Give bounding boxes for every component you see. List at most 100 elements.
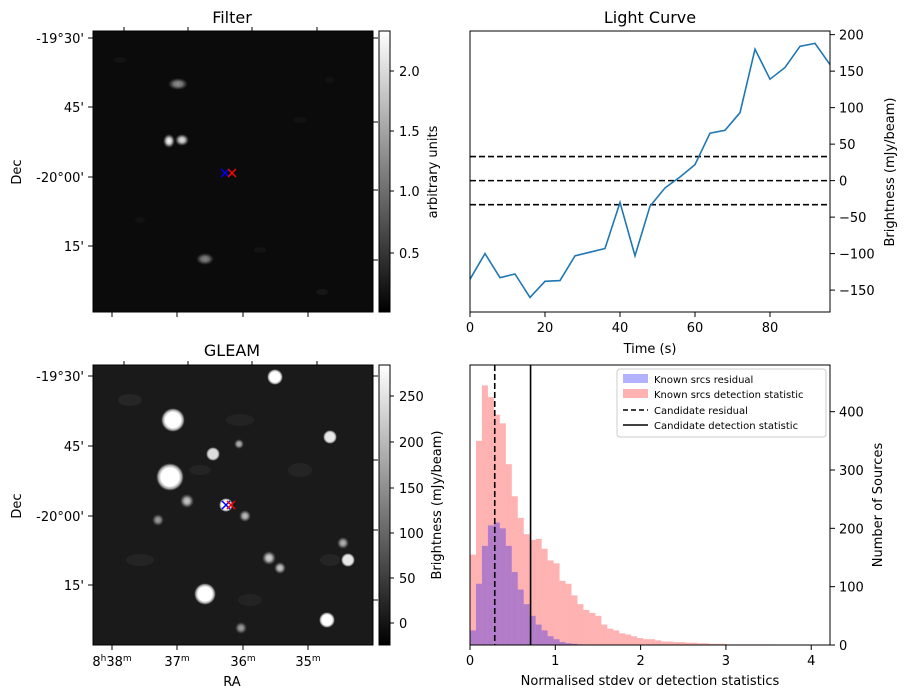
gleam-source (239, 510, 251, 522)
lightcurve-line (469, 42, 831, 299)
detection-bar (511, 496, 518, 645)
gleam-xlabel: RA (223, 675, 241, 690)
gleam-ylabel: Dec (10, 493, 25, 518)
histogram-panel: 0 1 2 3 4 0 100 200 300 400 Normalised stdev or … (466, 364, 886, 689)
x-tick-label: 4 (807, 654, 815, 669)
residual-bar (547, 636, 554, 645)
residual-bar (559, 642, 566, 645)
gleam-dec-ticks (88, 375, 378, 601)
detection-bar (708, 643, 715, 645)
detection-bar (720, 643, 727, 645)
gleam-source (152, 514, 164, 526)
filter-source (175, 134, 189, 146)
detection-bar (470, 554, 476, 645)
detection-bar (589, 612, 596, 645)
y-tick-label: −150 (839, 284, 875, 299)
residual-bar (475, 583, 482, 645)
x-tick-label: 1 (551, 654, 559, 669)
gleam-colorbar-tick-label: 0 (399, 617, 407, 632)
gleam-ra-tick-label: 8h​38m​ (92, 654, 131, 670)
detection-bar (499, 423, 506, 645)
detection-bar (571, 595, 578, 645)
detection-bar (487, 397, 494, 645)
gleam-source (194, 583, 216, 605)
detection-bar (655, 640, 662, 645)
filter-dec-tick-label: -20°00' (36, 171, 84, 186)
y-tick-label: −100 (839, 248, 875, 263)
legend-swatch-residual (623, 374, 648, 383)
detection-bar (679, 642, 685, 645)
residual-bar (505, 545, 512, 645)
filter-noise (114, 57, 335, 295)
lightcurve-title: Light Curve (604, 8, 696, 27)
gleam-source (156, 463, 184, 491)
candidate-cross-red (227, 168, 237, 178)
detection-bar (553, 563, 560, 645)
y-tick-label: 150 (839, 65, 864, 80)
filter-ra-ticks (111, 27, 318, 317)
gleam-diffuse (118, 394, 340, 606)
detection-bar (559, 580, 566, 645)
gleam-source (234, 439, 244, 449)
gleam-colorbar-tick-label: 100 (399, 527, 424, 542)
histogram-bars (470, 385, 775, 645)
gleam-source (274, 562, 286, 574)
gleam-colorbar-tick-label: 150 (399, 482, 424, 497)
gleam-source (319, 612, 335, 628)
gleam-source (180, 494, 194, 508)
filter-colorbar (378, 30, 391, 313)
histogram-xlabel: Normalised stdev or detection statistics (521, 674, 780, 689)
filter-dec-ticks (88, 37, 378, 261)
gleam-source (206, 447, 220, 461)
filter-dec-tick-label: 15' (64, 240, 84, 255)
detection-bar (649, 639, 656, 645)
residual-bar (511, 572, 518, 645)
detection-bar (714, 643, 721, 645)
lightcurve-series (469, 42, 831, 299)
histogram-legend: Known srcs residual Known srcs detection… (616, 368, 827, 438)
detection-bar (565, 583, 572, 645)
gleam-colorbar-tick-label: 250 (399, 390, 424, 405)
detection-bar (690, 642, 697, 645)
y-tick-label: 100 (839, 102, 864, 117)
filter-colorbar-tick-label: 2.0 (399, 65, 420, 80)
legend-label: Known srcs detection statistic (654, 390, 803, 401)
histogram-ylabel: Number of Sources (871, 443, 886, 568)
gleam-colorbar (378, 364, 391, 646)
lightcurve-ylabel: Brightness (mJy/beam) (883, 98, 898, 247)
detection-bar (517, 517, 524, 645)
residual-bar (565, 643, 572, 645)
gleam-ra-tick-label: 36m​ (230, 654, 255, 670)
x-tick-label: 40 (612, 321, 629, 336)
detection-bar (475, 440, 482, 645)
residual-bar (493, 522, 500, 645)
detection-bar (505, 464, 512, 645)
legend-label: Candidate residual (654, 406, 748, 417)
gleam-source (337, 537, 349, 549)
residual-bar (499, 528, 506, 645)
x-tick-label: 60 (687, 321, 704, 336)
residual-bar (535, 624, 542, 645)
gleam-dec-tick-label: 15' (64, 579, 84, 594)
gleam-source (161, 408, 185, 432)
y-tick-label: 200 (839, 522, 864, 537)
legend-swatch-detection (623, 389, 648, 398)
filter-candidate-markers (220, 168, 237, 178)
detection-bar (673, 642, 679, 645)
histogram-y-ticks: 0 100 200 300 400 (830, 406, 864, 654)
filter-colorbar-tick-label: 1.0 (399, 185, 420, 200)
gleam-dec-tick-label: -19°30' (36, 370, 84, 385)
y-tick-label: 200 (839, 29, 864, 44)
gleam-source (235, 622, 247, 634)
gleam-sources (152, 369, 355, 634)
detection-bar (481, 385, 488, 645)
detection-bar (583, 610, 590, 645)
y-tick-label: 300 (839, 464, 864, 479)
filter-colorbar-label: arbitrary units (426, 125, 441, 218)
lightcurve-frame (469, 30, 831, 313)
x-tick-label: 3 (722, 654, 730, 669)
detection-bar (643, 639, 650, 645)
y-tick-label: 100 (839, 581, 864, 596)
detection-bar (493, 414, 500, 645)
